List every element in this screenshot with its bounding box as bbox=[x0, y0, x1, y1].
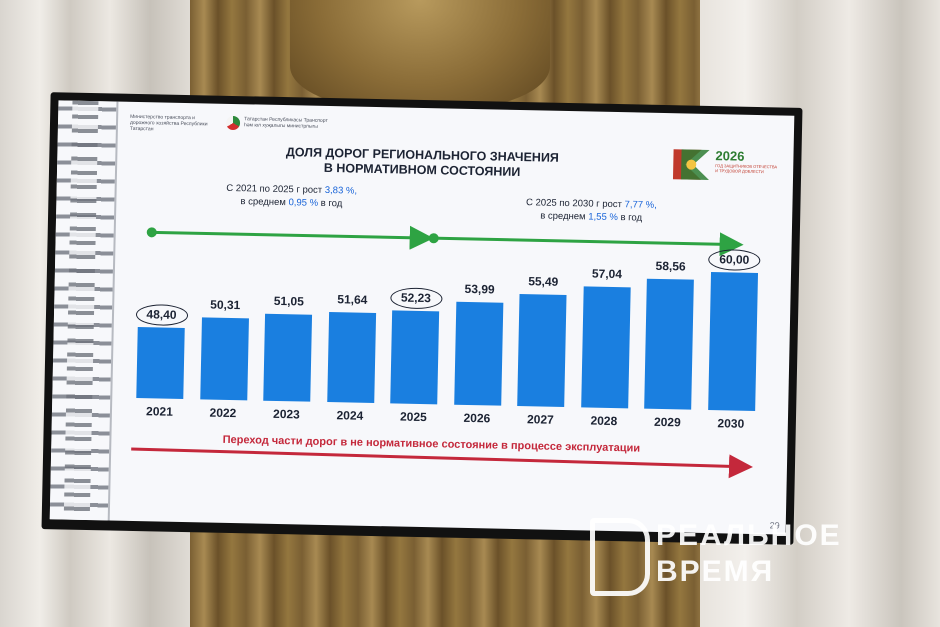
year-label-2026: 2026 bbox=[463, 410, 491, 426]
year-label-2025: 2025 bbox=[399, 409, 427, 425]
watermark-line1: РЕАЛЬНОЕ bbox=[656, 519, 842, 552]
watermark-line2: ВРЕМЯ bbox=[656, 555, 775, 588]
presentation-slide: Министерство транспорта и дорожного хозя… bbox=[49, 100, 795, 535]
bar-value-2024: 51,64 bbox=[337, 292, 368, 307]
year-label-2027: 2027 bbox=[526, 412, 554, 427]
gold-drape-top bbox=[290, 0, 550, 110]
bar-value-2026: 53,99 bbox=[464, 281, 495, 297]
bar-2025 bbox=[390, 310, 440, 405]
bar-2027 bbox=[517, 293, 567, 407]
bar-value-2027: 55,49 bbox=[528, 274, 559, 289]
bar-2030 bbox=[707, 272, 758, 411]
year-2026-logo: 2026 ГОД ЗАЩИТНИКОВ ОТЕЧЕСТВА И ТРУДОВОЙ… bbox=[671, 147, 782, 189]
year-label-2021: 2021 bbox=[145, 404, 173, 419]
bar-value-2023: 51,05 bbox=[273, 294, 304, 309]
year-label-2030: 2030 bbox=[717, 416, 745, 431]
tv-monitor: Министерство транспорта и дорожного хозя… bbox=[41, 92, 803, 545]
red-arrow bbox=[131, 447, 753, 479]
green-arrow-2025-2030 bbox=[437, 232, 744, 257]
bar-value-2022: 50,31 bbox=[210, 297, 241, 312]
bar-value-2028: 57,04 bbox=[591, 266, 623, 282]
year-label-2023: 2023 bbox=[272, 406, 300, 422]
bar-2021 bbox=[136, 326, 185, 400]
green-arrow-2021-2025 bbox=[151, 225, 434, 250]
green-dot-start bbox=[146, 227, 157, 238]
arrows-layer bbox=[131, 225, 753, 479]
bar-2024 bbox=[326, 312, 376, 403]
bar-2022 bbox=[199, 317, 249, 401]
real-time-logo-icon bbox=[590, 518, 650, 596]
year-label-2022: 2022 bbox=[209, 405, 237, 421]
year-label-2024: 2024 bbox=[336, 408, 364, 423]
year-label-2028: 2028 bbox=[590, 413, 618, 429]
green-dot-mid bbox=[428, 233, 439, 244]
bar-2023 bbox=[263, 314, 313, 402]
year-logo-icon bbox=[672, 149, 710, 180]
bar-value-2029: 58,56 bbox=[655, 259, 686, 274]
bar-2028 bbox=[580, 286, 631, 409]
bar-2026 bbox=[453, 301, 503, 406]
bar-2029 bbox=[644, 278, 694, 410]
year-label-2029: 2029 bbox=[653, 414, 681, 430]
